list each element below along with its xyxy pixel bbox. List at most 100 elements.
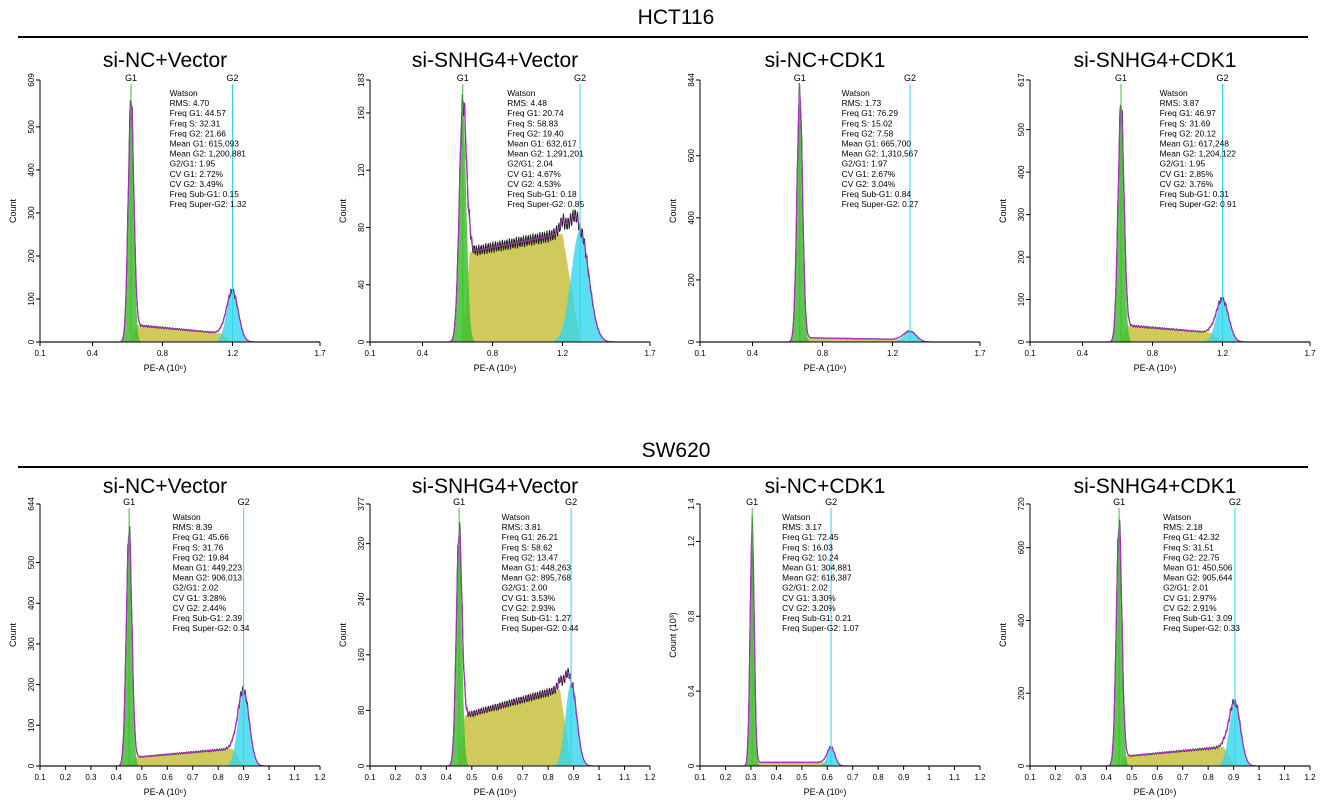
x-tick-label: 0.2 xyxy=(60,773,72,782)
y-tick-label: 0 xyxy=(27,763,36,768)
s-phase-area xyxy=(1030,747,1310,766)
x-tick-label: 0.8 xyxy=(1203,773,1215,782)
row-title-hct116: HCT116 xyxy=(637,6,715,29)
y-tick-label: 500 xyxy=(1017,122,1026,136)
stat-cv-g2: CV G2: 4.53% xyxy=(507,179,561,189)
g2-marker-label: G2 xyxy=(226,73,238,83)
stat-freq-super-g2: Freq Super-G2: 1.32 xyxy=(170,199,247,209)
g1-marker-label: G1 xyxy=(123,497,135,507)
stat-mean-g2: Mean G2: 905,644 xyxy=(1163,573,1233,583)
y-tick-label: 300 xyxy=(27,637,36,651)
g2-marker-label: G2 xyxy=(565,497,577,507)
stat-cv-g2: CV G2: 3.04% xyxy=(842,179,896,189)
stat-g2-g1: G2/G1: 2.02 xyxy=(173,583,219,593)
y-tick-label: 80 xyxy=(357,705,366,714)
x-tick-label: 1.2 xyxy=(887,349,899,358)
g2-peak-area xyxy=(700,747,980,766)
y-tick-label: 0 xyxy=(1017,339,1026,344)
stat-freq-s: Freq S: 15.02 xyxy=(842,118,893,128)
stat-freq-sub-g1: Freq Sub-G1: 0.21 xyxy=(782,613,852,623)
stat-freq-g1: Freq G1: 46.97 xyxy=(1160,108,1217,118)
panel-title: si-NC+CDK1 xyxy=(765,49,886,72)
panel-title: si-NC+Vector xyxy=(103,49,227,72)
y-tick-label: 160 xyxy=(357,106,366,120)
x-tick-label: 0.3 xyxy=(1075,773,1087,782)
x-tick-label: 0.8 xyxy=(817,349,829,358)
x-axis-title: PE-A (10⁶) xyxy=(474,787,517,797)
histogram-data-line xyxy=(700,83,980,343)
stat-freq-super-g2: Freq Super-G2: 0.91 xyxy=(1160,199,1237,209)
stat-watson: Watson xyxy=(842,88,870,98)
stat-rms: RMS: 3.17 xyxy=(782,522,822,532)
y-tick-label: 1.2 xyxy=(687,535,696,547)
y-tick-label: 0 xyxy=(1017,763,1026,768)
stat-freq-s: Freq S: 32.31 xyxy=(170,118,221,128)
stat-freq-super-g2: Freq Super-G2: 0.34 xyxy=(173,623,250,633)
stat-cv-g1: CV G1: 4.67% xyxy=(507,169,561,179)
stat-freq-super-g2: Freq Super-G2: 0.27 xyxy=(842,199,919,209)
x-tick-label: 1.7 xyxy=(1304,349,1316,358)
stat-freq-super-g2: Freq Super-G2: 0.85 xyxy=(507,199,584,209)
x-tick-label: 0.9 xyxy=(898,773,910,782)
histogram-sw620-si-nc-cdk1: si-NC+CDK1 G1 G2 0.1 0.2 0.3 0.4 0.5 0.6 0.7 0.8 0.… xyxy=(668,475,986,797)
stat-mean-g2: Mean G2: 906,013 xyxy=(173,573,243,583)
model-fit-line xyxy=(700,93,980,343)
stat-watson: Watson xyxy=(1160,88,1188,98)
stat-freq-g2: Freq G2: 13.47 xyxy=(502,552,559,562)
row-divider-hct116 xyxy=(18,36,1308,38)
y-tick-label: 240 xyxy=(357,592,366,606)
s-phase-area xyxy=(370,233,650,342)
stat-freq-super-g2: Freq Super-G2: 0.33 xyxy=(1163,623,1240,633)
y-tick-label: 160 xyxy=(357,648,366,662)
x-tick-label: 0.1 xyxy=(34,349,46,358)
y-tick-label: 0.8 xyxy=(687,610,696,622)
g2-marker-label: G2 xyxy=(238,497,250,507)
x-tick-label: 0.7 xyxy=(1177,773,1189,782)
x-tick-label: 0.6 xyxy=(492,773,504,782)
y-tick-label: 40 xyxy=(357,280,366,289)
y-tick-label: 300 xyxy=(27,206,36,220)
x-tick-label: 1.1 xyxy=(619,773,631,782)
stat-cv-g1: CV G1: 3.53% xyxy=(502,593,556,603)
y-tick-label: 400 xyxy=(27,163,36,177)
y-axis-title: Count xyxy=(338,623,348,648)
x-axis-title: PE-A (10⁶) xyxy=(1134,787,1177,797)
x-tick-label: 1.1 xyxy=(1279,773,1291,782)
x-tick-label: 0.8 xyxy=(873,773,885,782)
x-tick-label: 0.6 xyxy=(1152,773,1164,782)
x-tick-label: 1.7 xyxy=(314,349,326,358)
g2-peak-area xyxy=(40,690,320,766)
stat-mean-g1: Mean G1: 448,263 xyxy=(502,563,572,573)
x-tick-label: 0.7 xyxy=(847,773,859,782)
y-tick-label: 320 xyxy=(357,536,366,550)
x-tick-label: 0.5 xyxy=(466,773,478,782)
stat-g2-g1: G2/G1: 2.00 xyxy=(502,583,548,593)
x-tick-label: 0.3 xyxy=(85,773,97,782)
stat-freq-g2: Freq G2: 19.40 xyxy=(507,128,564,138)
stat-freq-super-g2: Freq Super-G2: 0.44 xyxy=(502,623,579,633)
x-tick-label: 1 xyxy=(597,773,602,782)
x-tick-label: 0.8 xyxy=(157,349,169,358)
x-tick-label: 0.1 xyxy=(364,773,376,782)
y-tick-label: 500 xyxy=(27,120,36,134)
g1-peak-area xyxy=(700,94,980,342)
y-tick-label: 0 xyxy=(687,763,696,768)
y-axis-title: Count xyxy=(998,623,1008,648)
y-tick-label: 0.4 xyxy=(687,685,696,697)
x-tick-label: 0.1 xyxy=(364,349,376,358)
stat-cv-g1: CV G1: 3.30% xyxy=(782,593,836,603)
histogram-data-line xyxy=(700,515,980,767)
x-tick-label: 1.1 xyxy=(949,773,961,782)
stat-mean-g2: Mean G2: 616,387 xyxy=(782,573,852,583)
y-tick-label: 200 xyxy=(27,677,36,691)
x-tick-label: 0.4 xyxy=(771,773,783,782)
stat-cv-g2: CV G2: 3.76% xyxy=(1160,179,1214,189)
y-tick-label: 720 xyxy=(1017,497,1026,511)
y-tick-label: 644 xyxy=(27,497,36,511)
x-tick-label: 0.8 xyxy=(213,773,225,782)
stat-freq-sub-g1: Freq Sub-G1: 1.27 xyxy=(502,613,572,623)
x-tick-label: 0.1 xyxy=(694,773,706,782)
x-tick-label: 0.3 xyxy=(745,773,757,782)
stat-mean-g2: Mean G2: 1,310,567 xyxy=(842,149,919,159)
stat-mean-g1: Mean G1: 449,223 xyxy=(173,563,243,573)
